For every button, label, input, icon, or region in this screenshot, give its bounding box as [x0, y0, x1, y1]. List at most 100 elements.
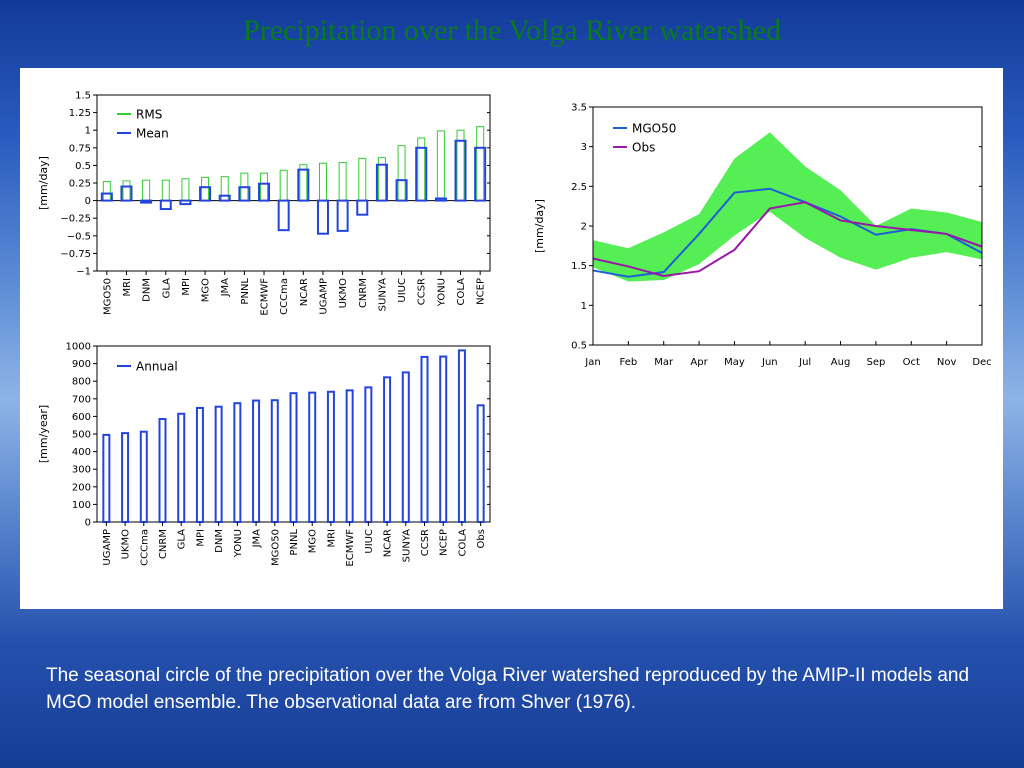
- seasonal-xtick-label: May: [724, 357, 745, 368]
- rms-xtick-label: GLA: [161, 278, 172, 299]
- annual-ytick-label: 500: [72, 430, 91, 441]
- annual-ytick-label: 300: [72, 465, 91, 476]
- rms-bar: [318, 162, 327, 202]
- seasonal-xtick-label: Apr: [690, 357, 708, 368]
- seasonal-xtick-label: Feb: [620, 357, 638, 368]
- annual-bar: [345, 389, 354, 523]
- annual-xtick-label: Obs: [476, 529, 487, 548]
- mean-bar: [454, 139, 467, 202]
- rms-xtick-label: NCAR: [299, 278, 310, 306]
- annual-bar: [177, 412, 186, 524]
- mean-bar: [277, 199, 290, 232]
- annual-bar: [326, 390, 335, 524]
- rms-bar: [181, 178, 190, 202]
- mean-bar: [375, 163, 388, 202]
- annual-xtick-label: NCAR: [383, 529, 394, 557]
- seasonal-ytick-label: 1: [581, 301, 587, 312]
- seasonal-xtick-label: Jan: [584, 357, 600, 368]
- annual-bar: [270, 399, 279, 524]
- slide-caption: The seasonal circle of the precipitation…: [46, 665, 970, 713]
- chart-panel: −1 −0.75 −0.5 −0.25 0 0.25 0.5 0.75 1 1.25 1.5 [mm/…: [20, 68, 1003, 609]
- annual-ytick-label: 1000: [66, 342, 91, 353]
- seasonal-legend-label: MGO50: [632, 122, 676, 136]
- rms-xtick-label: UIUC: [397, 278, 408, 303]
- annual-bar: [214, 405, 223, 523]
- rms-bar: [122, 180, 131, 202]
- annual-ylabel: [mm/year]: [37, 405, 50, 463]
- annual-bar: [139, 430, 148, 524]
- seasonal-chart: 0.5 1 1.5 2 2.5 3 3.5 [mm/day] Jan Feb Mar Apr May Ju…: [533, 103, 992, 369]
- annual-ytick-label: 400: [72, 447, 91, 458]
- annual-bar: [364, 386, 373, 523]
- rms-ytick-label: −0.5: [67, 231, 91, 242]
- rms-xtick-label: MGO: [201, 278, 212, 302]
- charts-svg: −1 −0.75 −0.5 −0.25 0 0.25 0.5 0.75 1 1.25 1.5 [mm/…: [37, 91, 992, 567]
- annual-bar: [289, 392, 298, 523]
- annual-xtick-label: MPI: [195, 529, 206, 547]
- rms-bar: [260, 172, 269, 202]
- rms-xtick-label: CCCma: [279, 278, 290, 315]
- annual-bar: [401, 371, 410, 523]
- mean-bar: [474, 146, 487, 202]
- rms-bar: [397, 145, 406, 202]
- annual-bar: [195, 406, 204, 523]
- mean-bar: [179, 199, 192, 206]
- seasonal-xtick-label: Nov: [937, 357, 957, 368]
- mean-bar: [356, 199, 369, 216]
- rms-ytick-label: 1: [85, 126, 91, 137]
- rms-xtick-label: UKMO: [338, 278, 349, 309]
- seasonal-legend-label: Obs: [632, 141, 655, 155]
- rms-ytick-label: 0.75: [69, 143, 91, 154]
- annual-ytick-label: 700: [72, 394, 91, 405]
- rms-bar: [338, 162, 347, 202]
- annual-bar: [439, 355, 448, 523]
- annual-xtick-label: CNRM: [158, 529, 169, 559]
- seasonal-ytick-label: 3: [581, 142, 587, 153]
- annual-xtick-label: DNM: [214, 529, 225, 553]
- rms-ytick-label: 1.25: [69, 108, 91, 119]
- annual-ytick-label: 800: [72, 377, 91, 388]
- seasonal-ylabel: [mm/day]: [533, 199, 546, 253]
- spread-band: [593, 132, 982, 282]
- annual-bar: [121, 432, 130, 523]
- annual-ytick-label: 100: [72, 500, 91, 511]
- seasonal-xtick-label: Sep: [866, 357, 885, 368]
- mean-bar: [395, 179, 408, 202]
- mean-bar: [336, 199, 349, 232]
- rms-ytick-label: 1.5: [75, 91, 91, 102]
- annual-bar: [420, 355, 429, 523]
- annual-xtick-label: MGO: [308, 529, 319, 553]
- mean-bar: [258, 182, 271, 202]
- seasonal-xtick-label: Dec: [972, 357, 991, 368]
- annual-xtick-label: MGO50: [270, 529, 281, 566]
- slide-title: Precipitation over the Volga River water…: [243, 14, 781, 47]
- rms-bar: [436, 130, 445, 202]
- annual-bar: [308, 391, 317, 524]
- rms-xtick-label: NCEP: [476, 278, 487, 305]
- mean-bar: [316, 199, 329, 235]
- mean-bar: [120, 185, 133, 202]
- seasonal-ytick-label: 1.5: [571, 261, 587, 272]
- annual-bar: [252, 399, 261, 523]
- rms-bar: [142, 179, 151, 202]
- annual-bar: [233, 402, 242, 524]
- seasonal-xtick-label: Jun: [761, 357, 778, 368]
- annual-xtick-label: YONU: [233, 529, 244, 558]
- mean-bar: [434, 197, 447, 202]
- rms-bar: [102, 181, 111, 202]
- annual-xtick-label: UIUC: [364, 529, 375, 554]
- seasonal-xtick-label: Oct: [903, 357, 920, 368]
- annual-xtick-label: CCCma: [139, 529, 150, 566]
- rms-xtick-label: PNNL: [240, 278, 251, 305]
- rms-ytick-label: 0.25: [69, 179, 91, 190]
- mean-bar: [100, 192, 113, 202]
- annual-xtick-label: MRI: [326, 529, 337, 548]
- annual-ytick-label: 0: [85, 518, 91, 529]
- annual-ytick-label: 900: [72, 359, 91, 370]
- annual-xtick-label: ECMWF: [345, 529, 356, 567]
- mean-bar: [199, 186, 212, 202]
- rms-xtick-label: DNM: [142, 278, 153, 302]
- annual-xtick-label: JMA: [252, 529, 263, 549]
- seasonal-ytick-label: 0.5: [571, 341, 587, 352]
- annual-xtick-label: UKMO: [121, 529, 132, 560]
